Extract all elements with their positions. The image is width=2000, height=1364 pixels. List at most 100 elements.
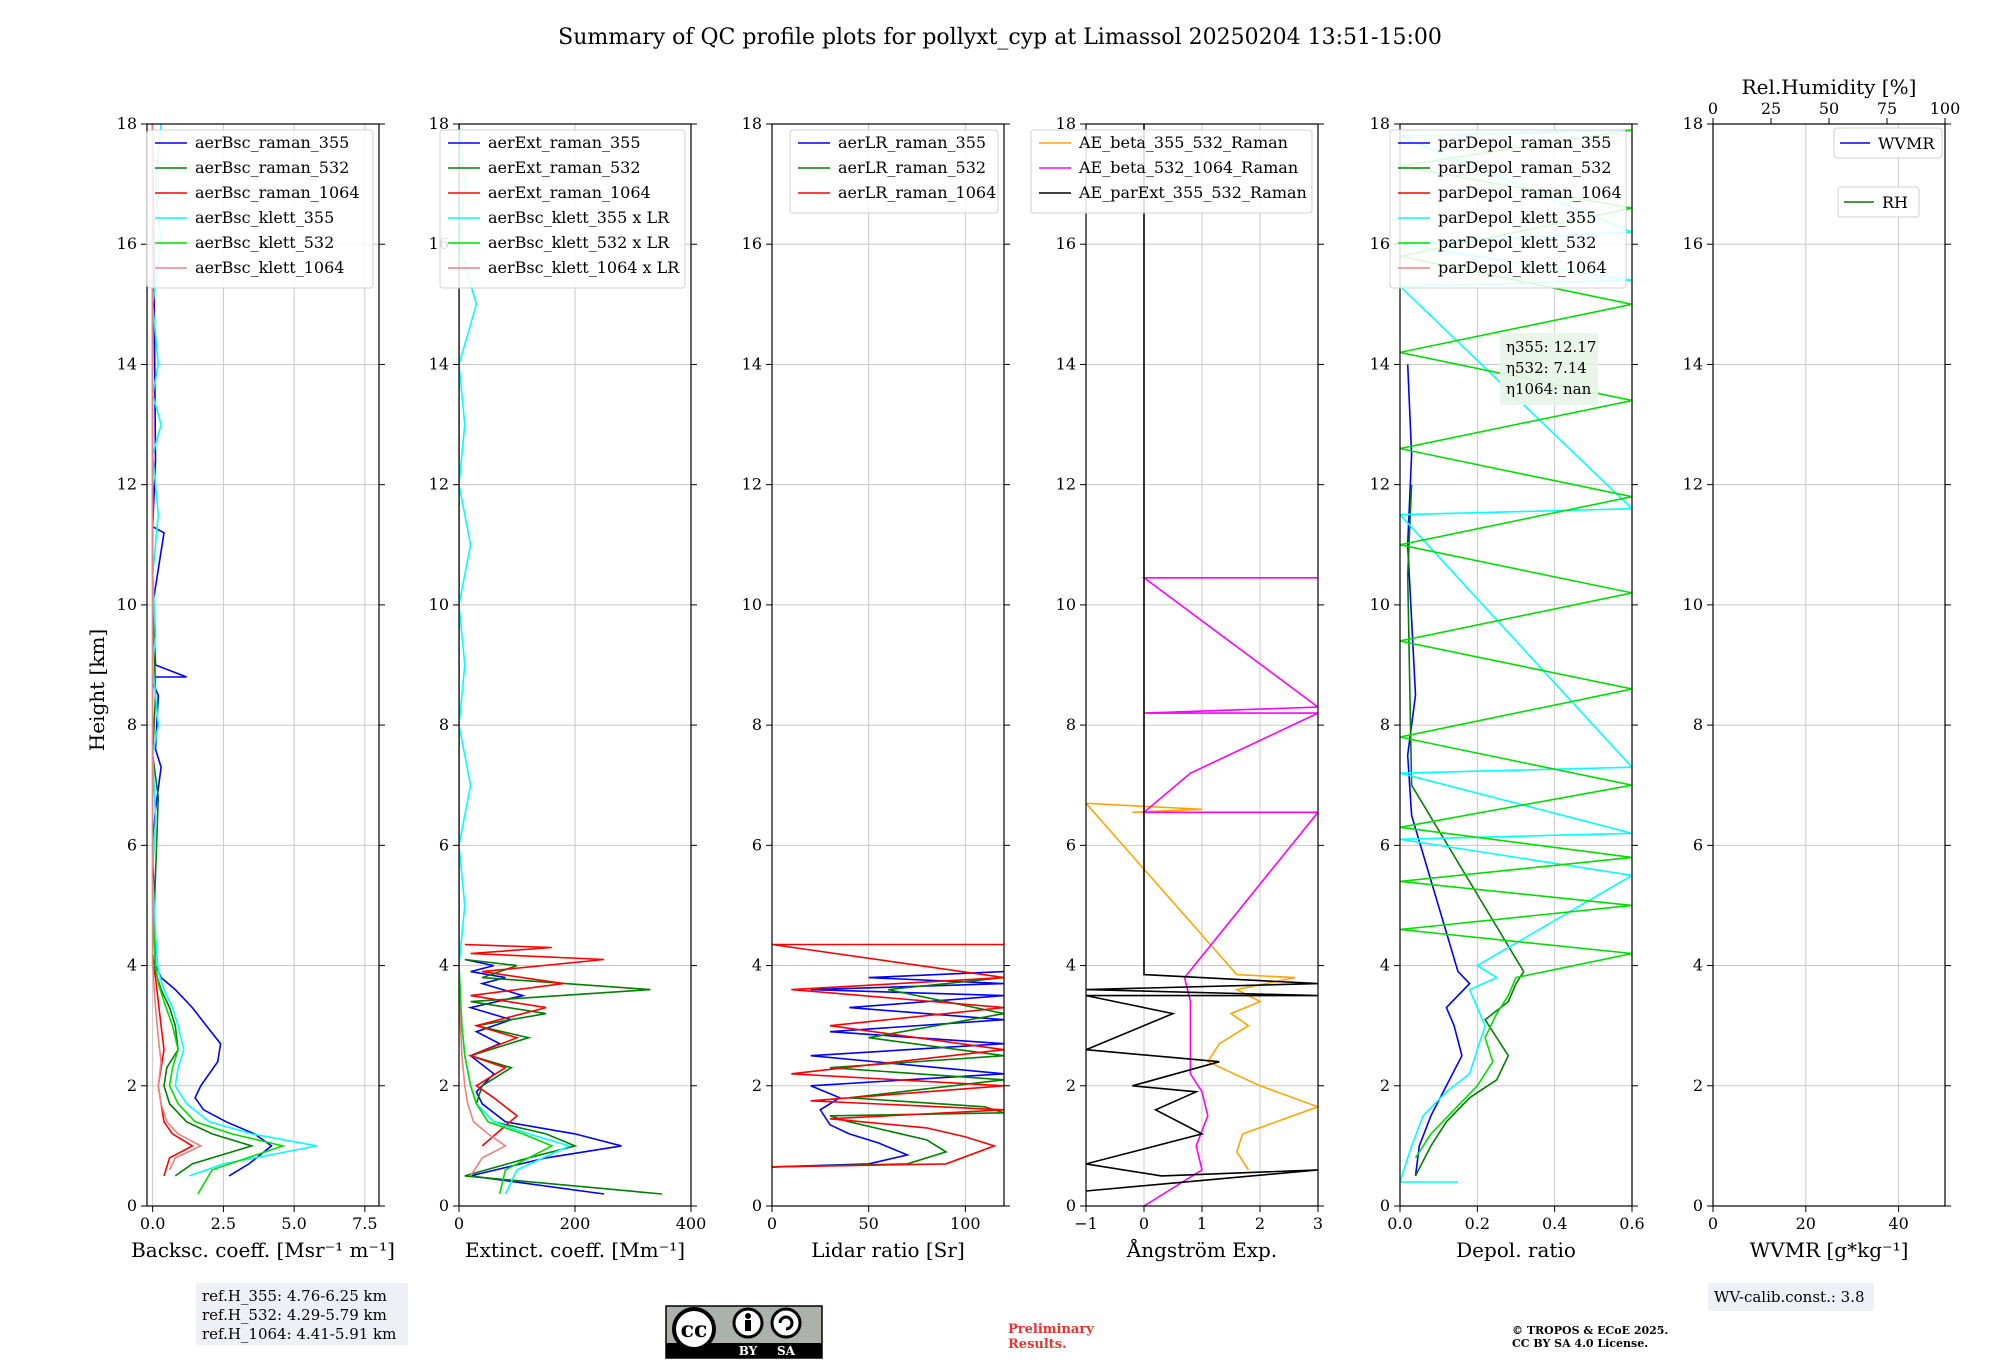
series-line-aerbsc-klett-532 (151, 124, 286, 1195)
series-line-aerbsc-raman-532 (151, 124, 255, 1177)
x-axis-label: Extinct. coeff. [Mm⁻¹] (465, 1238, 685, 1262)
legend-box (1833, 127, 1943, 159)
by-icon-body (745, 1320, 751, 1331)
legend-entry-aerext-raman-532: aerExt_raman_532 (488, 158, 641, 177)
y-tick-label: 12 (429, 475, 449, 494)
legend-entry-ae-beta-532-1064-raman: AE_beta_532_1064_Raman (1078, 158, 1298, 177)
x-tick-label: 0 (1708, 1214, 1718, 1233)
x-tick-label: 2 (1255, 1214, 1265, 1233)
y-tick-label: 8 (1380, 715, 1390, 734)
legend-box (439, 129, 686, 289)
x-tick-label: 200 (560, 1214, 591, 1233)
figure-title: Summary of QC profile plots for pollyxt_… (558, 25, 1442, 50)
y-tick-label: 6 (439, 835, 449, 854)
y-tick-label: 10 (429, 595, 449, 614)
y-tick-label: 0 (752, 1196, 762, 1215)
y-tick-label: 18 (117, 114, 137, 133)
x-tick-label: 0 (1139, 1214, 1149, 1233)
x2-tick-label: 75 (1877, 99, 1897, 118)
series-line-pardepol-raman-355 (1406, 364, 1471, 1177)
legend-entry-aerbsc-klett-355-x-lr: aerBsc_klett_355 x LR (488, 208, 670, 227)
legend-box (1389, 129, 1627, 289)
y-tick-label: 0 (1380, 1196, 1390, 1215)
legend-entry-pardepol-raman-1064: parDepol_raman_1064 (1438, 183, 1622, 202)
x-tick-label: 0.4 (1542, 1214, 1567, 1233)
y-tick-label: 0 (439, 1196, 449, 1215)
wv-calib-text: WV-calib.const.: 3.8 (1714, 1288, 1865, 1306)
x-tick-label: 5.0 (281, 1214, 306, 1233)
x2-tick-label: 50 (1819, 99, 1839, 118)
panel-1: 0 2 4 6 8 10 12 14 16 18 0.0 2.5 5.0 7.5 Backsc. coeff… (117, 114, 395, 1262)
y-tick-label: 2 (1693, 1076, 1703, 1095)
legend-entry-aerbsc-klett-355: aerBsc_klett_355 (195, 208, 334, 227)
legend-entry-aerext-raman-1064: aerExt_raman_1064 (488, 183, 651, 202)
y-tick-label: 0 (127, 1196, 137, 1215)
refh-box-bg (196, 1283, 408, 1345)
y-tick-label: 10 (117, 595, 137, 614)
series-line-aerext-raman-1064 (464, 943, 605, 1147)
eta-line-2: η532: 7.14 (1506, 359, 1587, 377)
axes-frame (771, 123, 1005, 1207)
refh-line-355: ref.H_355: 4.76-6.25 km (202, 1287, 387, 1305)
preliminary-line-2: Results. (1008, 1337, 1067, 1352)
y-tick-label: 0 (1693, 1196, 1703, 1215)
legend-entry-ae-parext-355-532-raman: AE_parExt_355_532_Raman (1078, 183, 1307, 202)
series-line-aerlr-raman-1064 (772, 943, 1004, 1168)
y-tick-label: 18 (429, 114, 449, 133)
y-tick-label: 2 (127, 1076, 137, 1095)
x2-tick-label: 100 (1930, 99, 1961, 118)
legend-entry-aerbsc-raman-355: aerBsc_raman_355 (195, 133, 349, 152)
y-tick-label: 4 (127, 956, 137, 975)
x-tick-label: 0.2 (1465, 1214, 1490, 1233)
legend-entry-aerlr-raman-532: aerLR_raman_532 (838, 158, 986, 177)
x-tick-label: 0.0 (140, 1214, 165, 1233)
legend-entry-rh: RH (1882, 193, 1908, 212)
series-line-aerlr-raman-532 (772, 976, 1004, 1168)
refh-line-532: ref.H_532: 4.29-5.79 km (202, 1306, 387, 1324)
axes-frame (146, 123, 380, 1207)
eta-box (1500, 333, 1598, 405)
y-tick-label: 18 (1683, 114, 1703, 133)
y-tick-label: 12 (742, 475, 762, 494)
series-line-pardepol-klett-355 (1400, 129, 1632, 1183)
sa-icon-arrow (778, 1315, 794, 1331)
y-tick-label: 16 (1683, 234, 1703, 253)
series-group (1086, 124, 1318, 1206)
series-group (772, 943, 1004, 1168)
x-tick-label: 20 (1796, 1214, 1816, 1233)
legend-entry-pardepol-klett-1064: parDepol_klett_1064 (1438, 258, 1607, 277)
y-tick-label: 8 (752, 715, 762, 734)
x-tick-label: 1 (1197, 1214, 1207, 1233)
x-tick-label: 0 (454, 1214, 464, 1233)
legend-entry-aerbsc-klett-532-x-lr: aerBsc_klett_532 x LR (488, 233, 670, 252)
y-tick-label: 10 (1370, 595, 1390, 614)
legend-box (1837, 186, 1920, 218)
y-tick-label: 2 (439, 1076, 449, 1095)
x-axis-label: Ångström Exp. (1126, 1237, 1277, 1262)
x-tick-label: 0.6 (1619, 1214, 1644, 1233)
axes-frame (1399, 123, 1633, 1207)
y-tick-label: 6 (1066, 835, 1076, 854)
y-tick-label: 18 (1370, 114, 1390, 133)
series-line-aerbsc-klett-355-x-lr (459, 124, 572, 1195)
panel-5: 0 2 4 6 8 10 12 14 16 18 0.0 0.2 0.4 0.6 Depol. ratio p… (1370, 114, 1645, 1262)
x2-axis-label: Rel.Humidity [%] (1742, 75, 1917, 99)
y-tick-label: 2 (1380, 1076, 1390, 1095)
legend-entry-aerext-raman-355: aerExt_raman_355 (488, 133, 641, 152)
y-tick-label: 16 (1056, 234, 1076, 253)
x-tick-label: 2.5 (211, 1214, 236, 1233)
cc-icon (672, 1307, 716, 1351)
x-tick-label: 40 (1888, 1214, 1908, 1233)
wv-calib-bg (1708, 1283, 1874, 1311)
series-group (459, 124, 663, 1195)
y-tick-label: 16 (1370, 234, 1390, 253)
x-axis-label: Lidar ratio [Sr] (811, 1238, 965, 1262)
y-tick-label: 16 (117, 234, 137, 253)
series-line-pardepol-klett-532 (1400, 129, 1632, 1159)
series-line-ae-beta-532-1064-raman (1141, 576, 1318, 1206)
x-axis-label: WVMR [g*kg⁻¹] (1750, 1238, 1909, 1262)
legend-box (146, 129, 374, 289)
y-tick-label: 14 (1370, 354, 1390, 373)
refh-line-1064: ref.H_1064: 4.41-5.91 km (202, 1325, 396, 1343)
